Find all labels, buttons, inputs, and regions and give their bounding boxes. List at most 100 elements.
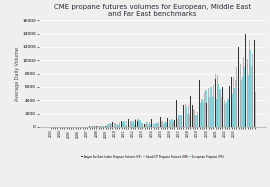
Bar <box>196 115 198 127</box>
Bar <box>252 54 253 127</box>
Bar <box>162 121 163 127</box>
Bar <box>220 92 221 127</box>
Bar <box>114 121 115 127</box>
Bar <box>167 123 168 127</box>
Bar <box>130 122 132 127</box>
Bar <box>208 97 210 127</box>
Bar <box>217 84 219 127</box>
Bar <box>151 124 152 127</box>
Bar <box>167 118 168 127</box>
Bar <box>89 126 90 127</box>
Bar <box>185 107 187 127</box>
Bar <box>127 122 129 127</box>
Bar <box>235 80 237 127</box>
Bar <box>187 114 189 127</box>
Bar <box>238 74 239 127</box>
Title: CME propane futures volumes for European, Middle East
and Far East benchmarks: CME propane futures volumes for European… <box>54 4 251 17</box>
Bar <box>116 125 118 127</box>
Bar <box>190 96 191 127</box>
Bar <box>251 66 253 127</box>
Bar <box>224 100 225 127</box>
Bar <box>171 123 173 127</box>
Bar <box>242 77 244 127</box>
Bar <box>121 123 122 127</box>
Bar <box>144 124 146 127</box>
Y-axis label: Average Daily Volume: Average Daily Volume <box>15 47 20 101</box>
Bar <box>238 47 239 127</box>
Bar <box>119 119 120 127</box>
Bar <box>135 119 136 127</box>
Bar <box>173 121 175 127</box>
Bar <box>158 122 159 127</box>
Bar <box>148 125 150 127</box>
Bar <box>123 121 125 127</box>
Bar <box>231 77 232 127</box>
Bar <box>144 124 145 127</box>
Bar <box>221 97 224 127</box>
Bar <box>222 87 223 127</box>
Bar <box>107 124 109 127</box>
Bar <box>176 119 178 127</box>
Bar <box>96 126 97 127</box>
Bar <box>125 125 127 127</box>
Bar <box>105 126 106 127</box>
Bar <box>160 117 161 127</box>
Bar <box>169 120 171 127</box>
Bar <box>205 90 207 127</box>
Bar <box>180 116 182 127</box>
Bar <box>247 75 249 127</box>
Bar <box>192 109 194 127</box>
Bar <box>199 80 200 127</box>
Bar <box>231 87 232 127</box>
Bar <box>199 94 200 127</box>
Bar <box>228 99 230 127</box>
Bar <box>102 126 104 127</box>
Bar <box>91 126 93 127</box>
Bar <box>142 124 143 127</box>
Bar <box>183 105 184 127</box>
Bar <box>210 87 212 127</box>
Bar <box>201 101 202 127</box>
Bar <box>144 124 145 127</box>
Bar <box>240 80 242 127</box>
Bar <box>212 96 214 127</box>
Bar <box>236 57 237 127</box>
Bar <box>229 86 230 127</box>
Bar <box>245 34 246 127</box>
Bar <box>110 124 111 127</box>
Bar <box>219 89 221 127</box>
Bar <box>146 122 148 127</box>
Bar <box>126 121 127 127</box>
Bar <box>137 119 139 127</box>
Bar <box>169 123 170 127</box>
Bar <box>229 90 230 127</box>
Bar <box>183 110 184 127</box>
Bar <box>109 123 111 127</box>
Bar <box>254 50 255 127</box>
Bar <box>227 99 228 127</box>
Bar <box>185 104 186 127</box>
Bar <box>226 102 228 127</box>
Bar <box>213 99 214 127</box>
Bar <box>215 79 216 127</box>
Bar <box>162 124 164 127</box>
Bar <box>114 123 115 127</box>
Bar <box>240 64 241 127</box>
Bar <box>201 99 203 127</box>
Bar <box>174 124 175 127</box>
Bar <box>141 123 143 127</box>
Bar <box>192 112 193 127</box>
Bar <box>98 126 99 127</box>
Bar <box>146 124 147 127</box>
Bar <box>245 47 246 127</box>
Bar <box>135 120 136 127</box>
Bar <box>165 122 166 127</box>
Bar <box>164 122 166 127</box>
Bar <box>236 67 237 127</box>
Bar <box>96 126 97 127</box>
Bar <box>153 124 155 127</box>
Bar <box>244 67 246 127</box>
Bar <box>176 120 177 127</box>
Bar <box>171 119 173 127</box>
Bar <box>217 75 218 127</box>
